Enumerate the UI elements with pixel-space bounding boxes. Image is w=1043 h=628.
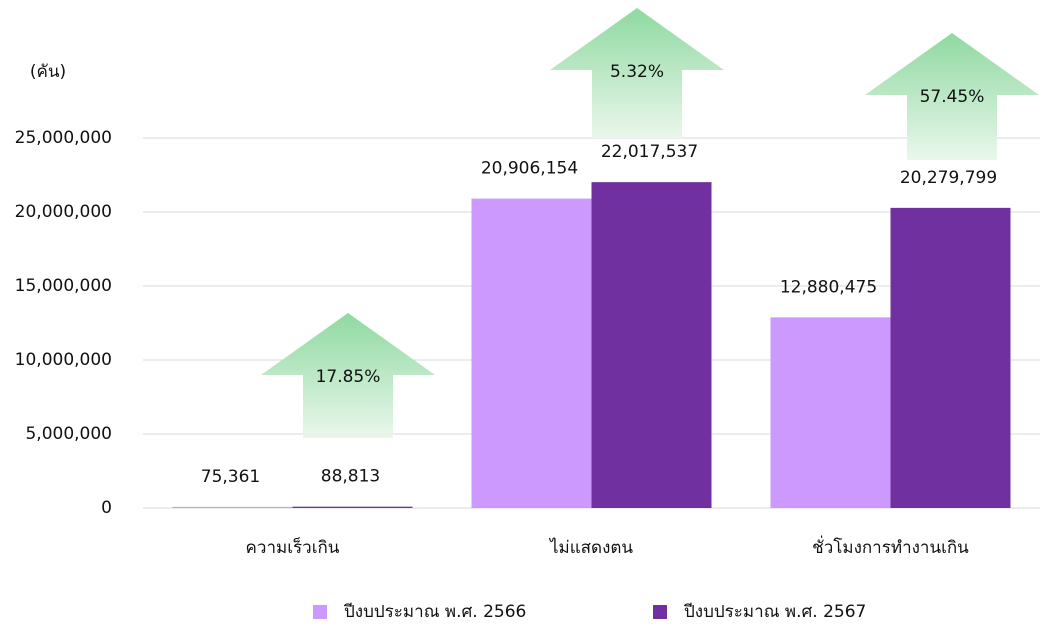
value-label: 88,813 [321,467,380,487]
value-label: 20,906,154 [481,159,578,179]
annotation: 57.45% [920,87,985,107]
arrow [261,313,435,438]
bar [591,182,712,509]
legend-label: ปีงบประมาณ พ.ศ. 2567 [683,602,866,622]
y-tick-label: 15,000,000 [15,276,112,296]
bar [770,317,891,508]
y-tick-label: 5,000,000 [25,424,112,444]
x-tick-label: ความเร็วเกิน [246,536,340,558]
x-tick-label: ชั่วโมงการทำงานเกิน [812,535,969,558]
annotation: 5.32% [610,62,664,82]
arrow [865,33,1039,160]
y-tick-label: 25,000,000 [15,128,112,148]
value-label: 22,017,537 [601,142,698,162]
x-tick-label: ไม่แสดงตน [548,537,633,558]
y-axis-label: (คัน) [30,62,66,82]
value-label: 20,279,799 [900,168,997,188]
bar [890,207,1011,508]
bar [172,506,293,508]
bar [471,198,592,508]
value-label: 75,361 [201,467,260,487]
legend-swatch [313,605,327,619]
bar [292,506,413,508]
annotation: 17.85% [316,367,381,387]
y-tick-label: 10,000,000 [15,350,112,370]
y-tick-label: 0 [101,498,112,518]
value-label: 12,880,475 [780,277,877,297]
legend-swatch [653,605,667,619]
y-tick-label: 20,000,000 [15,202,112,222]
arrow [550,8,724,138]
legend-label: ปีงบประมาณ พ.ศ. 2566 [343,602,526,622]
